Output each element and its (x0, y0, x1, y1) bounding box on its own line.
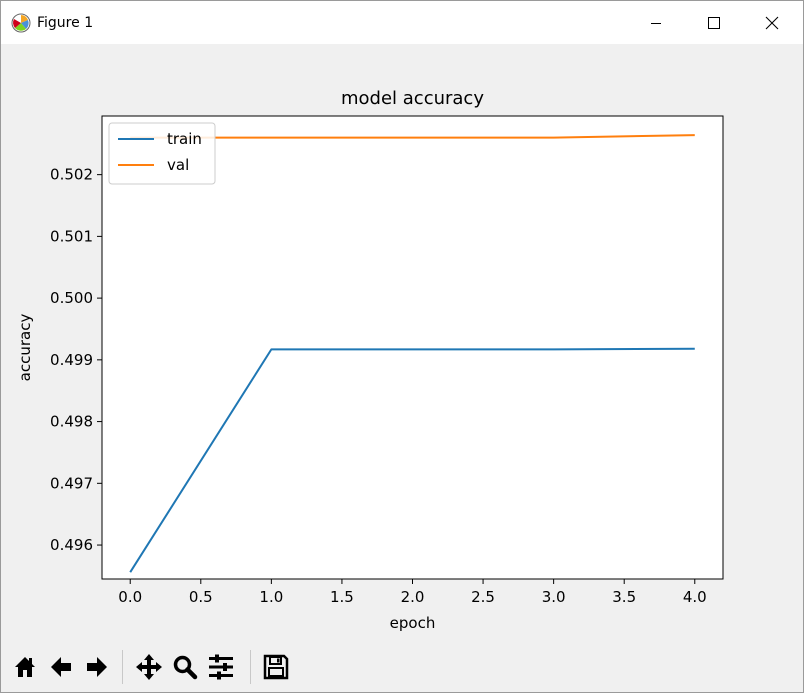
x-tick-label: 0.0 (118, 588, 142, 606)
title-bar[interactable]: Figure 1 (1, 1, 803, 44)
move-icon (136, 654, 162, 680)
axes-frame (101, 115, 724, 580)
x-tick-label: 1.5 (330, 588, 354, 606)
home-icon (15, 657, 35, 677)
toolbar-separator (250, 650, 251, 684)
x-tick-label: 2.5 (471, 588, 495, 606)
maximize-button[interactable] (685, 1, 743, 44)
matplotlib-logo-icon (11, 13, 31, 33)
zoom-button[interactable] (168, 650, 202, 684)
minimize-icon (651, 22, 661, 24)
plot-background (102, 116, 723, 579)
window-title: Figure 1 (37, 15, 94, 31)
arrow-right-icon (87, 657, 107, 677)
x-tick-label: 1.0 (259, 588, 283, 606)
x-tick-label: 0.5 (189, 588, 213, 606)
x-tick-label: 4.0 (683, 588, 707, 606)
home-button[interactable] (8, 650, 42, 684)
y-tick-label: 0.499 (50, 351, 93, 369)
figure-canvas[interactable]: model accuracy 0.0 0.5 1.0 1.5 2.0 2.5 3.0 3.5 4.… (2, 44, 802, 644)
series-line-train (129, 347, 695, 573)
arrow-left-icon (51, 657, 71, 677)
floppy-disk-icon (263, 654, 289, 680)
navigation-toolbar (2, 644, 802, 692)
legend-label-val: val (167, 156, 189, 174)
minimize-button[interactable] (627, 1, 685, 44)
configure-subplots-button[interactable] (204, 650, 238, 684)
legend-label-train: train (167, 130, 202, 148)
toolbar-separator (122, 650, 123, 684)
back-button[interactable] (44, 650, 78, 684)
pan-button[interactable] (132, 650, 166, 684)
accuracy-chart: model accuracy 0.0 0.5 1.0 1.5 2.0 2.5 3.0 3.5 4.… (16, 88, 724, 632)
forward-button[interactable] (80, 650, 114, 684)
y-tick-label: 0.500 (50, 289, 93, 307)
series-line-val (130, 134, 695, 139)
y-axis-label: accuracy (16, 314, 34, 382)
y-tick-label: 0.501 (50, 227, 93, 245)
sliders-icon (209, 654, 233, 680)
y-tick-label: 0.498 (50, 413, 93, 431)
chart-title: model accuracy (341, 88, 484, 109)
close-button[interactable] (743, 1, 801, 44)
close-icon (765, 16, 779, 29)
x-tick-label: 3.5 (612, 588, 636, 606)
save-button[interactable] (259, 650, 293, 684)
x-axis-label: epoch (390, 614, 436, 632)
x-tick-label: 3.0 (542, 588, 566, 606)
y-tick-label: 0.496 (50, 536, 93, 554)
y-tick-label: 0.497 (50, 474, 93, 492)
magnifier-icon (173, 655, 198, 680)
x-tick-label: 2.0 (401, 588, 425, 606)
maximize-icon (708, 16, 720, 29)
y-tick-label: 0.502 (50, 166, 93, 184)
